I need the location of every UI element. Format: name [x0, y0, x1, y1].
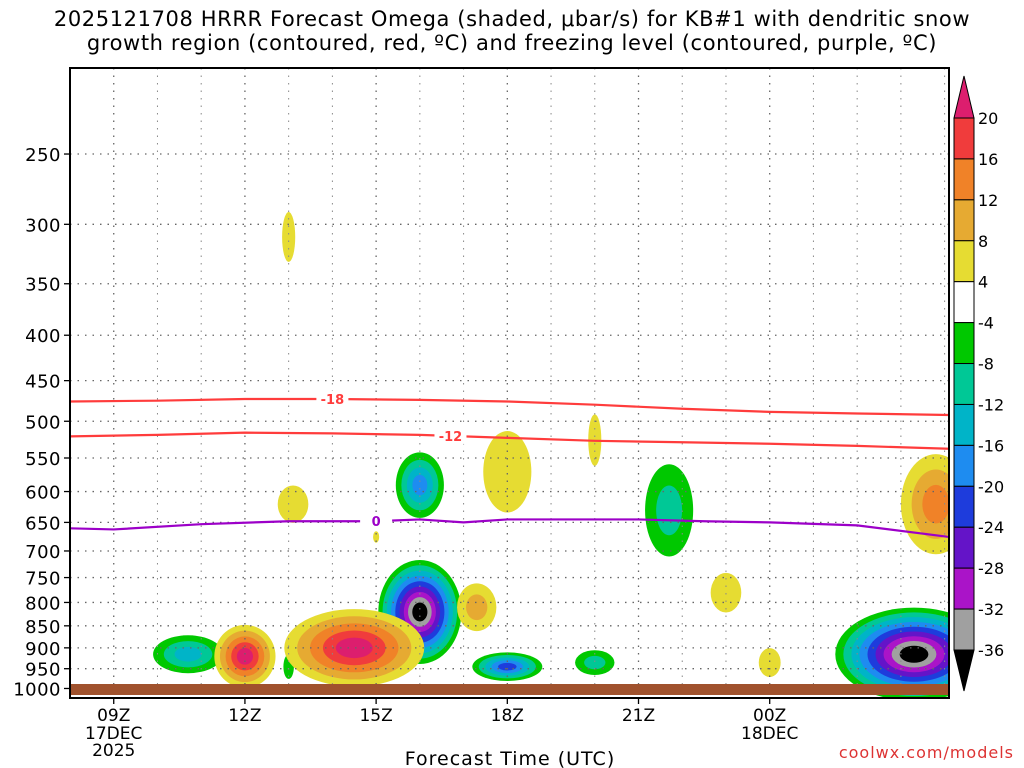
y-tick-label-950: 950	[25, 660, 61, 681]
y-tick-label-450: 450	[25, 372, 61, 393]
y-tick-label-550: 550	[25, 449, 61, 470]
colorbar-label-1: 16	[978, 150, 998, 169]
contour-label-1: -12	[439, 430, 463, 445]
y-tick-label-500: 500	[25, 412, 61, 433]
omega-feature-17-level-0	[758, 648, 781, 678]
colorbar-box-13	[953, 608, 975, 651]
colorbar-label-6: -8	[978, 355, 994, 374]
colorbar-label-0: 20	[978, 109, 998, 128]
contour-label-bg-0	[316, 391, 349, 408]
temperature-contours: -18 -12 0	[70, 391, 949, 539]
omega-feature-11-level-2	[174, 646, 202, 662]
contour-line-dendritic-1	[70, 431, 949, 450]
chart-title-line2: growth region (contoured, red, ºC) and f…	[86, 31, 938, 55]
colorbar-box-2	[953, 158, 975, 201]
omega-feature-8-level-2	[922, 484, 949, 524]
colorbar-label-12: -32	[978, 600, 1004, 619]
y-tick-label-300: 300	[25, 215, 61, 236]
y-tick-label-750: 750	[25, 569, 61, 590]
omega-feature-2-level-0	[373, 531, 380, 543]
omega-feature-12-level-4	[236, 648, 254, 665]
colorbar-label-11: -28	[978, 559, 1004, 578]
colorbar-label-3: 8	[978, 232, 988, 251]
colorbar: 20 16 12 8 4 -4 -8 -12 -16 -20 -24 -28 -32 -36	[953, 75, 1004, 692]
colorbar-label-4: 4	[978, 273, 988, 292]
x-tick-date-00Z: 18DEC	[741, 724, 798, 744]
x-axis-title: Forecast Time (UTC)	[405, 748, 615, 768]
omega-feature-6-level-1	[656, 485, 683, 536]
ground-terrain	[70, 684, 949, 695]
colorbar-top-arrow	[953, 75, 975, 119]
contour-label-bg-1	[434, 427, 467, 444]
omega-feature-7-level-0	[710, 572, 742, 613]
colorbar-label-8: -16	[978, 436, 1004, 455]
colorbar-box-9	[953, 444, 975, 487]
x-tick-label-18Z: 18Z	[491, 706, 524, 726]
plot-frame	[69, 67, 950, 699]
omega-shading	[153, 212, 949, 698]
site-credit: coolwx.com/models	[838, 743, 1014, 762]
y-tick-label-250: 250	[25, 145, 61, 166]
contour-line-dendritic-0	[70, 397, 949, 417]
omega-feature-9-level-8	[412, 602, 428, 622]
x-tick-year-09Z: 2025	[92, 741, 135, 761]
grid-lines	[69, 68, 949, 698]
colorbar-label-5: -4	[978, 314, 994, 333]
contour-line-freezing-2	[70, 518, 949, 539]
contour-label-bg-2	[360, 513, 393, 530]
colorbar-box-5	[953, 281, 975, 324]
x-tick-date-09Z: 17DEC	[85, 724, 142, 744]
colorbar-box-3	[953, 199, 975, 242]
omega-feature-10-level-1	[466, 594, 488, 621]
colorbar-box-8	[953, 403, 975, 446]
omega-feature-3-level-3	[412, 474, 428, 496]
colorbar-box-11	[953, 526, 975, 569]
y-tick-label-800: 800	[25, 593, 61, 614]
chart-title-line1: 2025121708 HRRR Forecast Omega (shaded, …	[53, 7, 971, 31]
y-tick-label-1000: 1000	[13, 679, 61, 700]
omega-feature-4-level-0	[483, 431, 532, 513]
x-tick-label-09Z: 09Z	[97, 706, 130, 726]
y-tick-label-900: 900	[25, 639, 61, 660]
y-tick-label-600: 600	[25, 483, 61, 504]
contour-label-2: 0	[372, 515, 381, 530]
colorbar-label-10: -24	[978, 518, 1004, 537]
colorbar-label-7: -12	[978, 395, 1004, 414]
y-tick-label-350: 350	[25, 275, 61, 296]
omega-feature-1-level-0	[277, 485, 309, 523]
y-tick-label-400: 400	[25, 326, 61, 347]
colorbar-label-13: -36	[978, 641, 1004, 660]
x-tick-label-00Z: 00Z	[753, 706, 786, 726]
colorbar-label-9: -20	[978, 477, 1004, 496]
omega-feature-16-level-1	[584, 655, 606, 670]
omega-feature-15-level-4	[498, 662, 517, 671]
colorbar-box-6	[953, 322, 975, 365]
y-tick-label-700: 700	[25, 542, 61, 563]
omega-feature-18-level-8	[899, 645, 929, 663]
y-tick-label-850: 850	[25, 617, 61, 638]
colorbar-box-10	[953, 485, 975, 528]
y-tick-label-650: 650	[25, 513, 61, 534]
x-tick-label-21Z: 21Z	[622, 706, 655, 726]
colorbar-box-4	[953, 240, 975, 283]
x-tick-label-15Z: 15Z	[359, 706, 392, 726]
colorbar-bottom-arrow	[953, 649, 975, 692]
x-tick-label-12Z: 12Z	[228, 706, 261, 726]
y-axis: 2503003504004505005506006507007508008509…	[13, 145, 70, 700]
omega-feature-0-level-0	[282, 212, 296, 262]
colorbar-box-7	[953, 363, 975, 405]
colorbar-box-1	[953, 117, 975, 160]
contour-label-0: -18	[321, 393, 345, 408]
colorbar-box-12	[953, 567, 975, 610]
omega-feature-14-level-4	[335, 637, 373, 659]
colorbar-label-2: 12	[978, 191, 998, 210]
